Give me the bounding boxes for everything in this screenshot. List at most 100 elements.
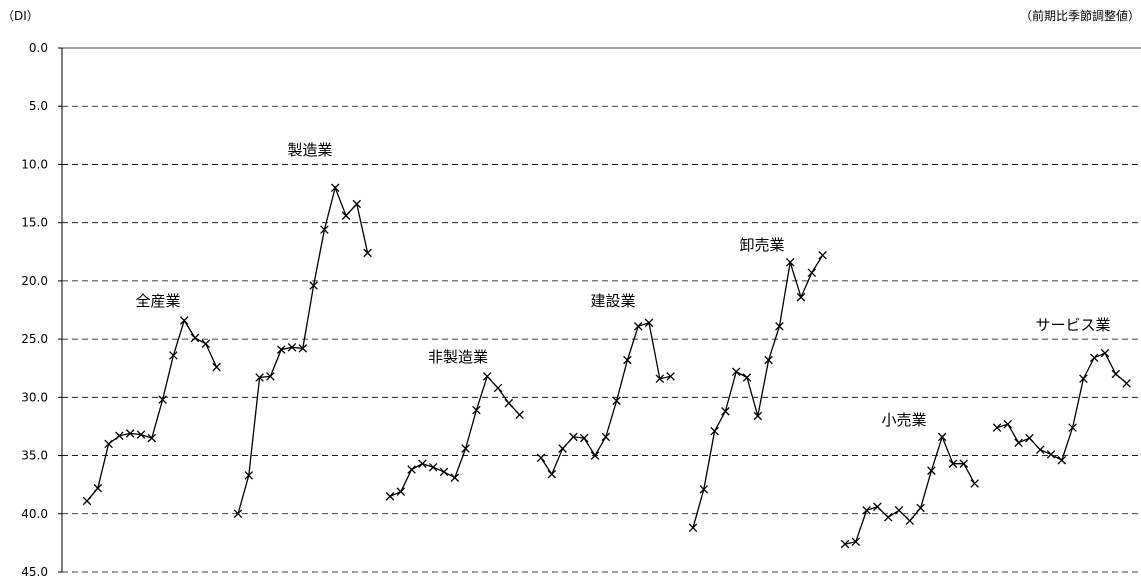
data-point-marker [1100, 348, 1110, 358]
data-point-marker [862, 506, 871, 515]
y-tick-label: 5.0 [29, 99, 48, 113]
series-label: 卸売業 [739, 236, 784, 254]
data-point-marker [970, 479, 979, 488]
right-unit-label: （前期比季節調整値） [1020, 8, 1140, 23]
data-point-marker [504, 398, 514, 408]
y-tick-label: 20.0 [21, 274, 48, 288]
data-point-marker [1068, 423, 1077, 432]
data-point-marker [569, 432, 578, 442]
data-point-marker [190, 333, 200, 343]
data-point-marker [115, 431, 124, 441]
data-point-marker [1079, 374, 1088, 383]
y-tick-label: 10.0 [21, 157, 48, 171]
data-point-marker [731, 367, 741, 376]
data-point-marker [330, 183, 340, 192]
data-point-marker [428, 462, 438, 472]
y-tick-label: 30.0 [21, 390, 48, 404]
data-point-marker [796, 292, 806, 302]
y-tick-label: 0.0 [29, 41, 48, 55]
data-point-marker [851, 537, 861, 546]
data-point-marker [1122, 379, 1131, 388]
data-point-marker [320, 225, 329, 234]
y-tick-labels: 0.0 5.0 10.0 15.0 20.0 25.0 30.0 35.0 40.0 45.0 [21, 41, 62, 579]
data-point-marker [396, 487, 406, 496]
data-point-marker [807, 268, 817, 277]
data-point-marker [125, 429, 135, 438]
data-point-marker [873, 502, 882, 512]
data-point-marker [612, 396, 621, 406]
y-tick-label: 40.0 [21, 507, 48, 521]
data-point-marker [136, 430, 146, 439]
data-point-marker [536, 453, 546, 463]
data-point-marker [352, 199, 362, 209]
data-point-marker [439, 467, 449, 477]
data-point-marker [655, 374, 665, 383]
y-tick-label: 25.0 [21, 332, 48, 346]
data-point-marker [710, 426, 719, 436]
data-point-marker [276, 345, 286, 354]
series-label: 建設業 [590, 292, 635, 310]
series-line [692, 254, 824, 528]
data-point-marker [179, 316, 189, 325]
data-point-marker [623, 355, 632, 365]
data-point-marker [1003, 419, 1013, 429]
data-point-marker [959, 459, 969, 468]
data-point-marker [82, 496, 92, 506]
data-point-marker [169, 351, 178, 360]
data-point-marker [927, 466, 936, 475]
data-point-marker [1057, 455, 1067, 465]
data-point-marker [93, 483, 103, 493]
data-point-marker [764, 355, 773, 365]
y-tick-label: 45.0 [21, 565, 48, 579]
y-unit-label: （DI） [2, 9, 39, 23]
data-point-marker [493, 383, 503, 393]
data-point-marker [298, 344, 308, 353]
data-point-marker [688, 523, 698, 533]
series-label: サービス業 [1035, 316, 1110, 334]
series-label: 小売業 [881, 411, 926, 429]
data-point-marker [233, 509, 243, 519]
data-point-marker [363, 248, 372, 258]
series-4: 建設業 [536, 292, 675, 479]
series-5: 卸売業 [688, 236, 827, 533]
data-point-marker [287, 343, 297, 352]
data-point-marker [775, 322, 784, 331]
data-point-marker [721, 407, 730, 416]
data-point-marker [753, 411, 763, 421]
data-point-marker [418, 459, 427, 468]
data-point-marker [472, 405, 481, 415]
data-point-marker [818, 251, 827, 260]
data-point-marker [547, 469, 557, 479]
data-point-marker [147, 433, 157, 443]
data-point-marker [579, 433, 589, 443]
series-7: サービス業 [992, 316, 1131, 465]
data-point-marker [699, 485, 709, 494]
data-point-marker [840, 539, 850, 549]
series-label: 製造業 [287, 141, 332, 159]
data-point-marker [1046, 450, 1056, 459]
series-2: 製造業 [233, 141, 372, 519]
data-point-marker [937, 432, 947, 442]
series-6: 小売業 [840, 411, 979, 549]
data-point-marker [1014, 438, 1023, 448]
data-point-marker [916, 503, 925, 513]
data-point-marker [894, 506, 904, 515]
data-point-marker [742, 373, 752, 382]
data-point-marker [1035, 445, 1045, 454]
data-point-marker [255, 373, 264, 382]
y-tick-label: 35.0 [21, 449, 48, 463]
data-point-marker [201, 339, 211, 349]
data-point-marker [992, 423, 1002, 432]
series-line [844, 434, 976, 545]
series-label: 非製造業 [428, 348, 488, 366]
data-point-marker [385, 492, 395, 501]
series-label: 全産業 [135, 292, 180, 310]
data-point-marker [244, 471, 254, 480]
data-point-marker [158, 395, 167, 404]
data-point-marker [785, 257, 795, 267]
data-point-marker [407, 465, 416, 474]
data-point-marker [515, 410, 524, 420]
data-point-marker [601, 432, 611, 442]
y-tick-label: 15.0 [21, 216, 48, 230]
data-point-marker [212, 362, 221, 372]
